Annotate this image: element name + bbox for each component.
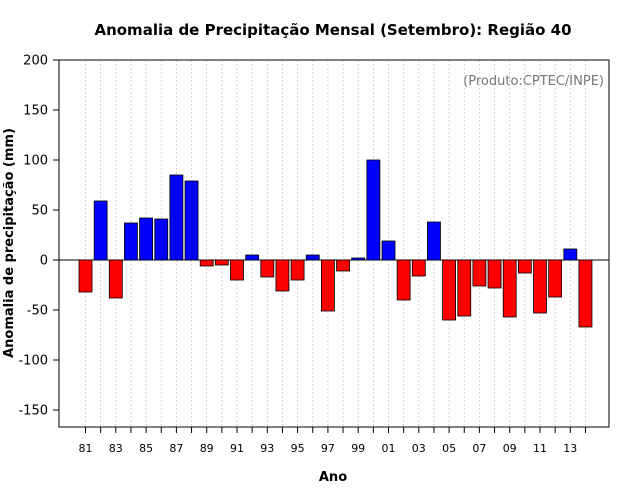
xtick-label-03: 03: [412, 442, 426, 455]
bar-97: [320, 259, 335, 312]
bar-08: [487, 259, 502, 289]
xtick-label-13: 13: [563, 442, 577, 455]
bar-85: [139, 217, 154, 261]
ytick-label-150: 150: [23, 104, 48, 119]
ytick-label-100: 100: [23, 154, 48, 169]
ytick-label-0: 0: [40, 254, 48, 269]
bar-06: [457, 259, 472, 317]
xtick-label-93: 93: [260, 442, 274, 455]
bar-98: [336, 259, 350, 272]
bar-07: [472, 259, 487, 287]
bar-10: [517, 259, 532, 274]
bars: [78, 159, 593, 328]
bar-12: [548, 259, 563, 298]
xtick-label-87: 87: [169, 442, 183, 455]
bar-14: [578, 259, 593, 328]
xtick-label-11: 11: [533, 442, 547, 455]
y-axis-title: Anomalia de precipitação (mm): [2, 128, 17, 358]
bar-95: [290, 259, 305, 281]
bar-93: [260, 259, 275, 278]
bar-00: [366, 159, 381, 261]
bar-81: [78, 259, 93, 293]
bar-86: [154, 218, 169, 261]
bar-82: [93, 200, 108, 261]
bar-94: [275, 259, 290, 292]
bar-83: [108, 259, 123, 299]
xtick-label-95: 95: [291, 442, 305, 455]
ytick-label-200: 200: [23, 54, 48, 69]
bar-03: [411, 259, 426, 277]
xtick-label-91: 91: [230, 442, 244, 455]
bar-04: [427, 221, 441, 261]
bar-88: [184, 180, 199, 261]
bar-91: [230, 259, 244, 281]
bar-89: [199, 259, 214, 267]
vertical-gridlines: [85, 60, 586, 427]
xtick-label-97: 97: [321, 442, 335, 455]
ytick-label--100: -100: [18, 354, 48, 369]
ytick-label-50: 50: [31, 204, 48, 219]
xtick-label-07: 07: [472, 442, 486, 455]
xtick-label-81: 81: [79, 442, 93, 455]
bar-11: [533, 259, 547, 314]
bar-01: [381, 240, 396, 261]
bar-96: [305, 254, 320, 261]
bar-84: [124, 222, 138, 261]
xtick-label-05: 05: [442, 442, 456, 455]
xtick-label-83: 83: [109, 442, 123, 455]
bar-13: [563, 248, 578, 261]
xtick-label-01: 01: [382, 442, 396, 455]
bar-99: [351, 257, 366, 261]
xtick-label-89: 89: [200, 442, 214, 455]
xtick-label-99: 99: [351, 442, 365, 455]
bar-90: [214, 259, 229, 266]
x-axis-title: Ano: [319, 470, 347, 485]
bar-05: [442, 259, 457, 321]
product-credit: (Produto:CPTEC/INPE): [463, 74, 604, 89]
bar-09: [502, 259, 517, 318]
bar-92: [245, 254, 260, 261]
bar-02: [396, 259, 411, 301]
xtick-label-09: 09: [503, 442, 517, 455]
xtick-label-85: 85: [139, 442, 153, 455]
ytick-label--150: -150: [18, 404, 48, 419]
ytick-label--50: -50: [27, 304, 48, 319]
bar-87: [169, 174, 184, 261]
chart-title: Anomalia de Precipitação Mensal (Setembr…: [94, 21, 571, 39]
plot-frame: [58, 59, 610, 428]
